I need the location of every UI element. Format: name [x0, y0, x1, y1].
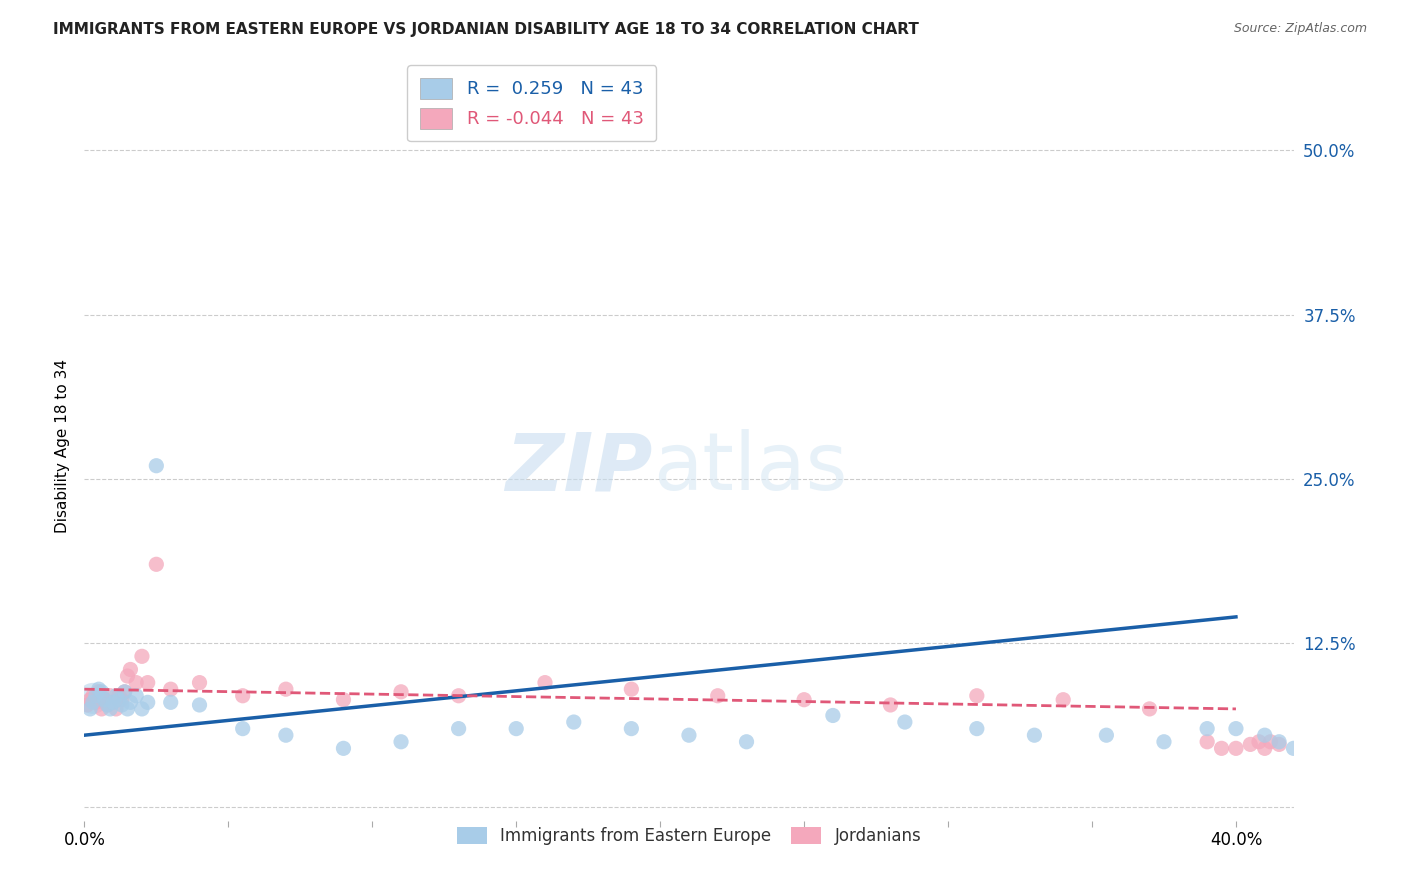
Point	[76, 698, 98, 712]
Point	[145, 458, 167, 473]
Point	[505, 722, 527, 736]
Point	[96, 698, 118, 712]
Point	[1024, 728, 1046, 742]
Point	[117, 669, 139, 683]
Point	[79, 702, 101, 716]
Point	[93, 692, 115, 706]
Point	[90, 685, 112, 699]
Text: atlas: atlas	[652, 429, 846, 508]
Point	[125, 689, 148, 703]
Point	[159, 682, 181, 697]
Point	[678, 728, 700, 742]
Point	[79, 692, 101, 706]
Point	[1211, 741, 1233, 756]
Point	[159, 695, 181, 709]
Point	[82, 695, 104, 709]
Text: IMMIGRANTS FROM EASTERN EUROPE VS JORDANIAN DISABILITY AGE 18 TO 34 CORRELATION : IMMIGRANTS FROM EASTERN EUROPE VS JORDAN…	[53, 22, 920, 37]
Point	[1254, 741, 1277, 756]
Point	[1052, 692, 1074, 706]
Point	[706, 689, 728, 703]
Point	[108, 692, 131, 706]
Point	[188, 698, 211, 712]
Point	[1254, 728, 1277, 742]
Point	[232, 722, 254, 736]
Point	[131, 649, 153, 664]
Point	[232, 689, 254, 703]
Point	[620, 722, 643, 736]
Point	[108, 689, 131, 703]
Point	[1247, 735, 1270, 749]
Point	[447, 722, 470, 736]
Point	[82, 691, 104, 706]
Point	[332, 741, 354, 756]
Point	[274, 728, 297, 742]
Point	[1239, 738, 1261, 752]
Point	[111, 692, 134, 706]
Legend: Immigrants from Eastern Europe, Jordanians: Immigrants from Eastern Europe, Jordania…	[449, 819, 929, 854]
Point	[84, 689, 107, 703]
Point	[114, 685, 136, 699]
Point	[793, 692, 815, 706]
Point	[735, 735, 758, 749]
Point	[966, 722, 988, 736]
Point	[101, 695, 124, 709]
Point	[188, 675, 211, 690]
Point	[87, 685, 110, 699]
Point	[98, 689, 121, 703]
Point	[114, 685, 136, 699]
Point	[145, 558, 167, 572]
Point	[1197, 722, 1219, 736]
Text: Source: ZipAtlas.com: Source: ZipAtlas.com	[1233, 22, 1367, 36]
Point	[447, 689, 470, 703]
Point	[1197, 735, 1219, 749]
Point	[1095, 728, 1118, 742]
Y-axis label: Disability Age 18 to 34: Disability Age 18 to 34	[55, 359, 70, 533]
Point	[117, 702, 139, 716]
Point	[1139, 702, 1161, 716]
Point	[620, 682, 643, 697]
Point	[105, 689, 128, 703]
Point	[84, 695, 107, 709]
Point	[1225, 741, 1247, 756]
Point	[96, 698, 118, 712]
Point	[389, 685, 412, 699]
Point	[879, 698, 901, 712]
Point	[1268, 738, 1291, 752]
Point	[98, 702, 121, 716]
Point	[131, 702, 153, 716]
Point	[125, 675, 148, 690]
Point	[120, 663, 142, 677]
Point	[111, 698, 134, 712]
Point	[1268, 735, 1291, 749]
Text: ZIP: ZIP	[505, 429, 652, 508]
Point	[894, 714, 917, 729]
Point	[274, 682, 297, 697]
Point	[332, 692, 354, 706]
Point	[821, 708, 844, 723]
Point	[1225, 722, 1247, 736]
Point	[1153, 735, 1175, 749]
Point	[101, 695, 124, 709]
Point	[105, 702, 128, 716]
Point	[136, 695, 159, 709]
Point	[136, 675, 159, 690]
Point	[87, 682, 110, 697]
Point	[562, 714, 585, 729]
Point	[966, 689, 988, 703]
Point	[93, 692, 115, 706]
Point	[120, 695, 142, 709]
Point	[1282, 741, 1305, 756]
Point	[534, 675, 557, 690]
Point	[90, 702, 112, 716]
Point	[82, 689, 104, 703]
Point	[1260, 735, 1282, 749]
Point	[389, 735, 412, 749]
